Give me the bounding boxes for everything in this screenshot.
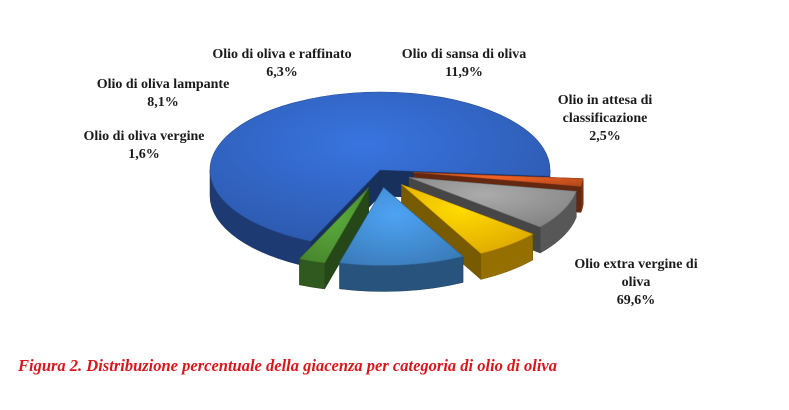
slice-wall	[299, 258, 325, 290]
pie-chart: Olio extra vergine di oliva 69,6% Olio di o…	[84, 47, 698, 308]
pie-slice-5	[298, 187, 369, 264]
figure-caption: Figura 2. Distribuzione percentuale dell…	[18, 356, 557, 375]
slice-label-5: Olio in attesa di classificazione 2,5%	[558, 93, 653, 144]
pie-slice-2	[408, 177, 577, 228]
pie-slices	[209, 91, 584, 292]
slice-label-2: Olio di oliva lampante 8,1%	[97, 77, 230, 110]
pie-slice-0	[209, 91, 551, 242]
pie-labels: Olio extra vergine di oliva 69,6% Olio di o…	[84, 47, 698, 308]
slice-label-1: Olio di oliva vergine 1,6%	[84, 129, 205, 162]
slice-label-0: Olio extra vergine di oliva 69,6%	[574, 257, 697, 308]
pie-slice-4	[339, 187, 464, 266]
slice-label-3: Olio di oliva e raffinato 6,3%	[212, 47, 351, 80]
pie-slice-1	[413, 172, 584, 187]
pie-slice-3	[401, 184, 534, 254]
slice-label-4: Olio di sansa di oliva 11,9%	[402, 47, 526, 80]
